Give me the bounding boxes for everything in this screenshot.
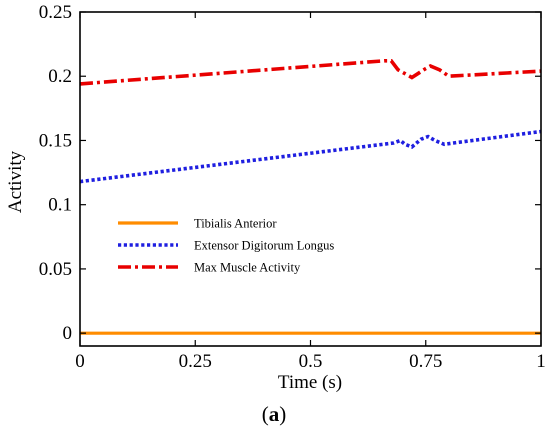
series-layer: [79, 59, 542, 335]
x-tick-label: 0.25: [179, 351, 212, 372]
y-tick-label: 0.05: [39, 259, 72, 280]
legend-label-2: Extensor Digitorum Longus: [194, 239, 334, 253]
y-tick-label: 0.1: [48, 195, 72, 216]
y-tick-label: 0.2: [48, 66, 72, 87]
panel-label-open: (: [262, 402, 269, 426]
x-tick-label: 1: [536, 351, 546, 372]
legend-label-3: Max Muscle Activity: [194, 261, 301, 275]
axes: 0 0.25 0.5 0.75 1 0 0.05 0.1 0.15 0.2 0.25: [39, 2, 546, 372]
y-tick-label: 0: [63, 323, 73, 344]
y-axis-title: Activity: [5, 150, 26, 213]
y-tick-label: 0.25: [39, 2, 72, 23]
x-tick-label: 0.5: [299, 351, 323, 372]
panel-label-letter: a: [269, 402, 280, 426]
y-tick-label: 0.15: [39, 130, 72, 151]
x-tick-label: 0: [75, 351, 85, 372]
series-line-2: [79, 129, 542, 184]
legend: Tibialis Anterior Extensor Digitorum Long…: [118, 217, 334, 275]
x-tick-label: 0.75: [409, 351, 442, 372]
plot-frame: [79, 11, 542, 347]
x-axis-title: Time (s): [278, 372, 342, 393]
series-line-3: [79, 59, 542, 86]
legend-label-1: Tibialis Anterior: [194, 217, 277, 231]
panel-label: (a): [262, 402, 287, 426]
panel-label-close: ): [279, 402, 286, 426]
